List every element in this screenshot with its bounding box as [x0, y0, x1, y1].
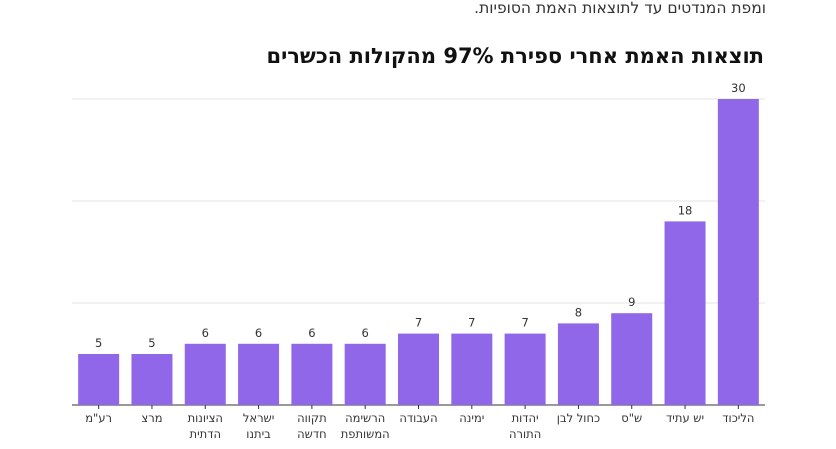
bar	[398, 334, 439, 405]
x-tick-label: יש עתיד	[666, 411, 704, 425]
bar	[78, 354, 119, 405]
x-tick-label: המשותפת	[341, 427, 390, 441]
data-label: 7	[521, 316, 528, 330]
x-tick-label: רע"מ	[85, 411, 112, 425]
x-tick-label: הליכוד	[722, 411, 754, 425]
bar	[451, 334, 492, 405]
data-label: 7	[468, 316, 475, 330]
x-tick-label: כחול לבן	[557, 411, 600, 425]
data-label: 18	[678, 203, 693, 217]
data-label: 5	[95, 336, 102, 350]
data-label: 5	[148, 336, 155, 350]
bar	[185, 344, 226, 405]
bar	[718, 99, 759, 405]
bar	[345, 344, 386, 405]
bar	[611, 313, 652, 405]
data-label: 30	[731, 81, 746, 95]
x-tick-label: הדתית	[190, 427, 221, 441]
x-tick-label: העבודה	[399, 411, 437, 425]
x-tick-label: חדשה	[297, 427, 326, 441]
data-label: 6	[362, 326, 369, 340]
bar	[505, 334, 546, 405]
bar	[558, 323, 599, 405]
x-tick-label: מרצ	[141, 411, 162, 425]
x-tick-label: התורה	[509, 427, 541, 441]
x-tick-label: ש"ס	[621, 411, 642, 425]
data-label: 6	[255, 326, 262, 340]
x-tick-label: ביתנו	[246, 427, 271, 441]
bars	[78, 99, 759, 409]
x-tick-label: הרשימה	[345, 411, 385, 425]
data-label: 6	[308, 326, 315, 340]
x-tick-label: ישראל	[243, 411, 274, 425]
bar	[131, 354, 172, 405]
x-tick-label: הציונות	[188, 411, 223, 425]
data-label: 9	[628, 295, 635, 309]
data-label: 8	[575, 305, 582, 319]
x-tick-label: תקווה	[297, 411, 327, 425]
bar	[665, 221, 706, 405]
data-label: 7	[415, 316, 422, 330]
bar	[291, 344, 332, 405]
data-label: 6	[202, 326, 209, 340]
x-tick-label: יהדות	[512, 411, 539, 425]
x-tick-label: ימינה	[459, 411, 484, 425]
bar	[238, 344, 279, 405]
